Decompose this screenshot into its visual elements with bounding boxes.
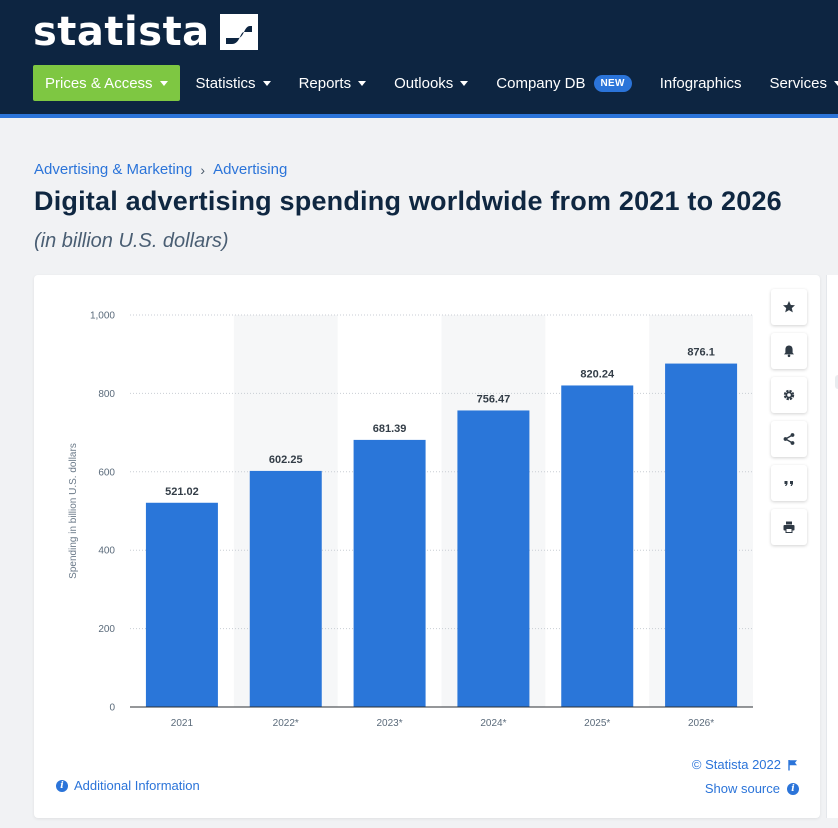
data-label: 602.25 bbox=[269, 454, 303, 466]
bar[interactable] bbox=[145, 502, 218, 707]
cite-button[interactable] bbox=[771, 465, 807, 501]
logo-mark-icon bbox=[219, 14, 258, 50]
y-tick-label: 200 bbox=[98, 624, 115, 635]
logo-text: statista bbox=[33, 9, 210, 55]
show-source-label: Show source bbox=[704, 781, 780, 796]
bar[interactable] bbox=[353, 439, 426, 707]
nav-prices-access[interactable]: Prices & Access bbox=[33, 65, 180, 101]
side-panel-tab[interactable] bbox=[835, 375, 838, 389]
nav-statistics[interactable]: Statistics bbox=[196, 65, 271, 101]
caret-down-icon bbox=[262, 80, 271, 86]
print-button[interactable] bbox=[771, 509, 807, 545]
x-tick-label: 2023* bbox=[377, 718, 403, 729]
flag-icon bbox=[788, 759, 797, 770]
share-button[interactable] bbox=[771, 421, 807, 457]
nav-label: Reports bbox=[298, 74, 352, 92]
nav-company-db[interactable]: Company DB NEW bbox=[496, 65, 632, 101]
new-badge: NEW bbox=[593, 74, 632, 92]
bar[interactable] bbox=[665, 363, 738, 707]
x-tick-label: 2026* bbox=[688, 718, 714, 729]
data-label: 820.24 bbox=[580, 368, 615, 380]
x-tick-label: 2024* bbox=[480, 718, 506, 729]
caret-down-icon bbox=[159, 80, 168, 86]
nav-label: Infographics bbox=[659, 74, 742, 92]
y-tick-label: 1,000 bbox=[90, 311, 115, 322]
bar[interactable] bbox=[249, 470, 322, 707]
nav-outlooks[interactable]: Outlooks bbox=[394, 65, 469, 101]
nav-services[interactable]: Services bbox=[769, 65, 838, 101]
y-tick-label: 600 bbox=[98, 467, 115, 478]
main-nav: Prices & Access Statistics Reports Outlo… bbox=[33, 65, 838, 101]
data-label: 681.39 bbox=[373, 423, 407, 435]
x-tick-label: 2021 bbox=[171, 718, 194, 729]
breadcrumb-advertising-marketing[interactable]: Advertising & Marketing bbox=[34, 161, 193, 178]
bar[interactable] bbox=[457, 410, 530, 707]
site-header: statista Prices & Access Statistics Repo… bbox=[0, 0, 838, 118]
additional-information-label: Additional Information bbox=[74, 778, 200, 793]
nav-reports[interactable]: Reports bbox=[299, 65, 367, 101]
favorite-button[interactable] bbox=[771, 289, 807, 325]
side-panel-edge bbox=[826, 275, 838, 818]
statista-logo[interactable]: statista bbox=[33, 10, 258, 54]
x-tick-label: 2025* bbox=[584, 718, 610, 729]
y-tick-label: 800 bbox=[98, 389, 115, 400]
settings-button[interactable] bbox=[771, 377, 807, 413]
copyright-label: © Statista 2022 bbox=[691, 757, 781, 772]
data-label: 876.1 bbox=[687, 347, 715, 359]
nav-label: Statistics bbox=[195, 74, 256, 92]
star-icon bbox=[783, 301, 795, 313]
additional-information-link[interactable]: i Additional Information bbox=[56, 778, 200, 793]
y-axis-title: Spending in billion U.S. dollars bbox=[68, 443, 79, 579]
show-source-link[interactable]: Show source i bbox=[705, 781, 799, 796]
page-subtitle: (in billion U.S. dollars) bbox=[34, 230, 229, 252]
nav-label: Outlooks bbox=[394, 74, 454, 92]
caret-down-icon bbox=[833, 80, 838, 86]
nav-infographics[interactable]: Infographics bbox=[660, 65, 742, 101]
breadcrumb: Advertising & Marketing › Advertising bbox=[34, 161, 287, 178]
copyright-link[interactable]: © Statista 2022 bbox=[692, 757, 798, 772]
caret-down-icon bbox=[358, 80, 367, 86]
y-tick-label: 400 bbox=[98, 546, 115, 557]
bar[interactable] bbox=[561, 385, 634, 707]
page-title: Digital advertising spending worldwide f… bbox=[34, 186, 782, 216]
caret-down-icon bbox=[460, 80, 469, 86]
bell-icon bbox=[784, 345, 794, 358]
share-icon bbox=[783, 433, 795, 445]
notification-button[interactable] bbox=[771, 333, 807, 369]
print-icon bbox=[783, 521, 795, 533]
data-label: 521.02 bbox=[165, 486, 199, 498]
info-icon: i bbox=[56, 779, 68, 792]
gear-icon bbox=[783, 389, 795, 401]
nav-label: Company DB bbox=[496, 74, 586, 92]
y-tick-label: 0 bbox=[109, 703, 115, 714]
breadcrumb-advertising[interactable]: Advertising bbox=[213, 161, 288, 178]
breadcrumb-separator-icon: › bbox=[200, 161, 206, 178]
chart-tools bbox=[771, 289, 807, 553]
x-tick-label: 2022* bbox=[273, 718, 299, 729]
nav-label: Services bbox=[769, 74, 827, 92]
info-icon: i bbox=[787, 782, 799, 795]
quote-icon bbox=[784, 481, 793, 486]
nav-label: Prices & Access bbox=[45, 74, 153, 92]
data-label: 756.47 bbox=[477, 393, 511, 405]
